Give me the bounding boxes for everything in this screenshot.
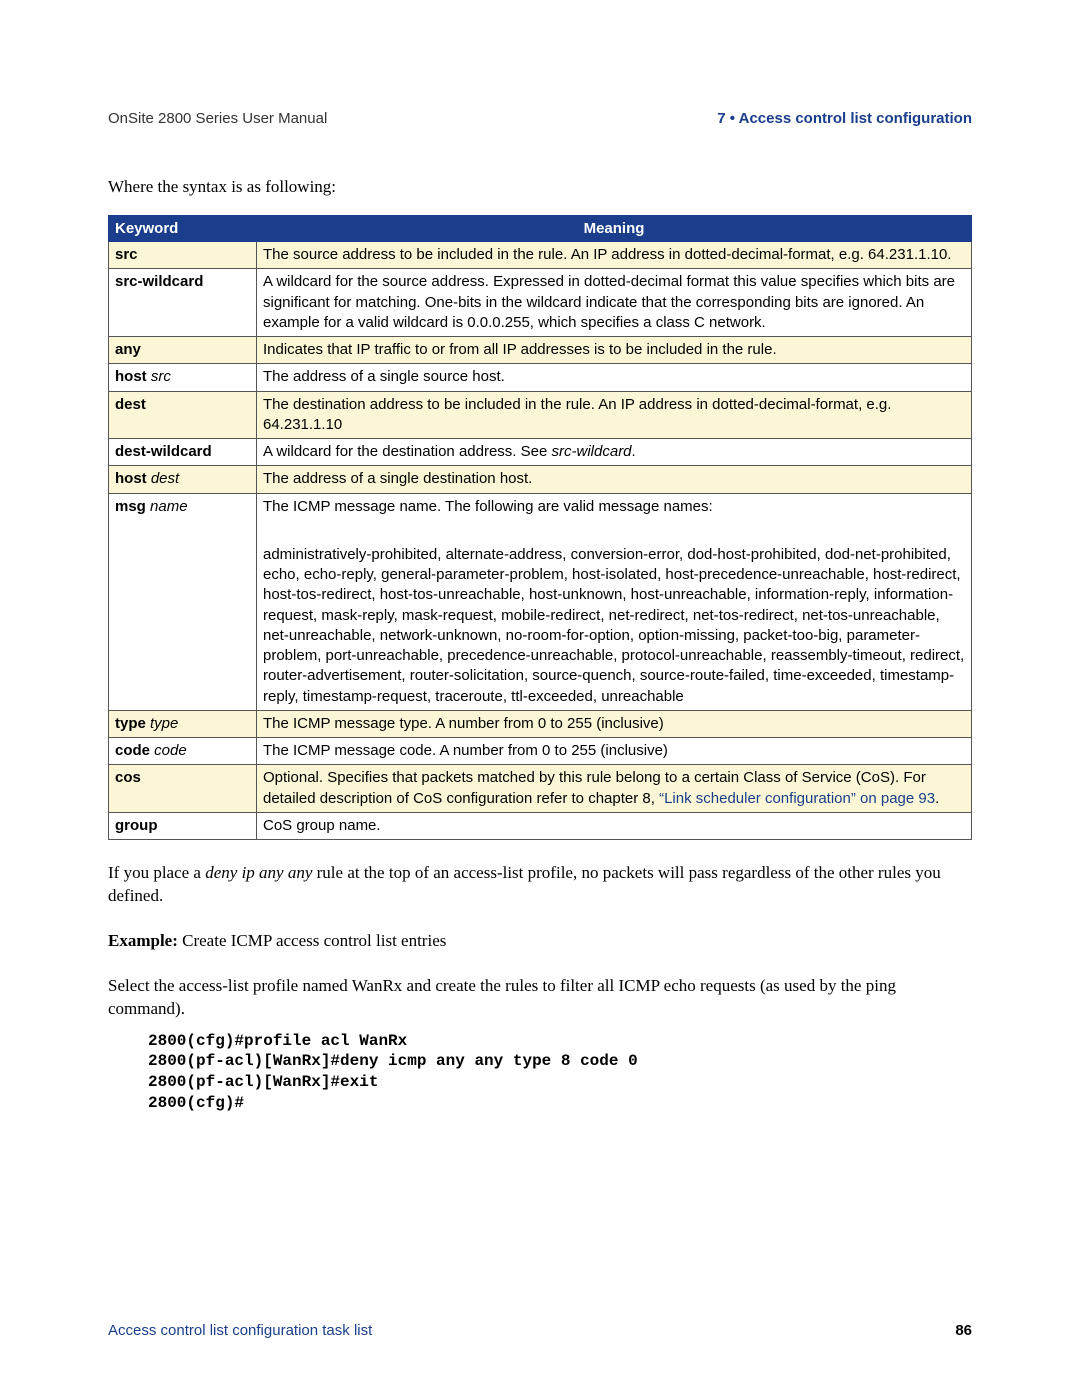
table-row: host src The address of a single source … bbox=[109, 364, 972, 391]
kw-cell: type type bbox=[109, 710, 257, 737]
paragraph-deny-note: If you place a deny ip any any rule at t… bbox=[108, 862, 972, 908]
header-left: OnSite 2800 Series User Manual bbox=[108, 110, 327, 127]
meaning-cell: A wildcard for the source address. Expre… bbox=[257, 269, 972, 337]
table-row: any Indicates that IP traffic to or from… bbox=[109, 337, 972, 364]
table-row: code code The ICMP message code. A numbe… bbox=[109, 738, 972, 765]
table-row: src The source address to be included in… bbox=[109, 242, 972, 269]
keyword-table: Keyword Meaning src The source address t… bbox=[108, 215, 972, 840]
kw-cell: dest bbox=[109, 391, 257, 439]
meaning-cell: Indicates that IP traffic to or from all… bbox=[257, 337, 972, 364]
kw-cell: group bbox=[109, 812, 257, 839]
meaning-cell: The ICMP message name. The following are… bbox=[257, 493, 972, 710]
table-row: dest The destination address to be inclu… bbox=[109, 391, 972, 439]
kw-cell: host dest bbox=[109, 466, 257, 493]
meaning-cell: The destination address to be included i… bbox=[257, 391, 972, 439]
table-row: type type The ICMP message type. A numbe… bbox=[109, 710, 972, 737]
meaning-cell: Optional. Specifies that packets matched… bbox=[257, 765, 972, 813]
table-row: dest-wildcard A wildcard for the destina… bbox=[109, 439, 972, 466]
kw-cell: cos bbox=[109, 765, 257, 813]
footer-page-number: 86 bbox=[955, 1322, 972, 1339]
kw-cell: any bbox=[109, 337, 257, 364]
meaning-cell: The ICMP message code. A number from 0 t… bbox=[257, 738, 972, 765]
table-row: msg name The ICMP message name. The foll… bbox=[109, 493, 972, 710]
link-scheduler-link[interactable]: “Link scheduler configuration” on page 9… bbox=[659, 790, 935, 807]
code-block: 2800(cfg)#profile acl WanRx 2800(pf-acl)… bbox=[148, 1031, 972, 1114]
table-row: cos Optional. Specifies that packets mat… bbox=[109, 765, 972, 813]
table-row: src-wildcard A wildcard for the source a… bbox=[109, 269, 972, 337]
kw-cell: src-wildcard bbox=[109, 269, 257, 337]
table-row: group CoS group name. bbox=[109, 812, 972, 839]
meaning-cell: The address of a single source host. bbox=[257, 364, 972, 391]
meaning-cell: The address of a single destination host… bbox=[257, 466, 972, 493]
kw-cell: src bbox=[109, 242, 257, 269]
table-row: host dest The address of a single destin… bbox=[109, 466, 972, 493]
footer-left: Access control list configuration task l… bbox=[108, 1322, 372, 1339]
page-header: OnSite 2800 Series User Manual 7 • Acces… bbox=[108, 110, 972, 127]
col-meaning: Meaning bbox=[257, 216, 972, 242]
kw-cell: dest-wildcard bbox=[109, 439, 257, 466]
meaning-cell: A wildcard for the destination address. … bbox=[257, 439, 972, 466]
meaning-cell: The ICMP message type. A number from 0 t… bbox=[257, 710, 972, 737]
intro-text: Where the syntax is as following: bbox=[108, 177, 972, 197]
page-footer: Access control list configuration task l… bbox=[108, 1322, 972, 1339]
paragraph-example-desc: Select the access-list profile named Wan… bbox=[108, 975, 972, 1021]
kw-cell: msg name bbox=[109, 493, 257, 710]
kw-cell: code code bbox=[109, 738, 257, 765]
meaning-cell: The source address to be included in the… bbox=[257, 242, 972, 269]
header-right: 7 • Access control list configuration bbox=[717, 110, 972, 127]
kw-cell: host src bbox=[109, 364, 257, 391]
col-keyword: Keyword bbox=[109, 216, 257, 242]
paragraph-example-heading: Example: Create ICMP access control list… bbox=[108, 930, 972, 953]
meaning-cell: CoS group name. bbox=[257, 812, 972, 839]
page: OnSite 2800 Series User Manual 7 • Acces… bbox=[0, 0, 1080, 1397]
